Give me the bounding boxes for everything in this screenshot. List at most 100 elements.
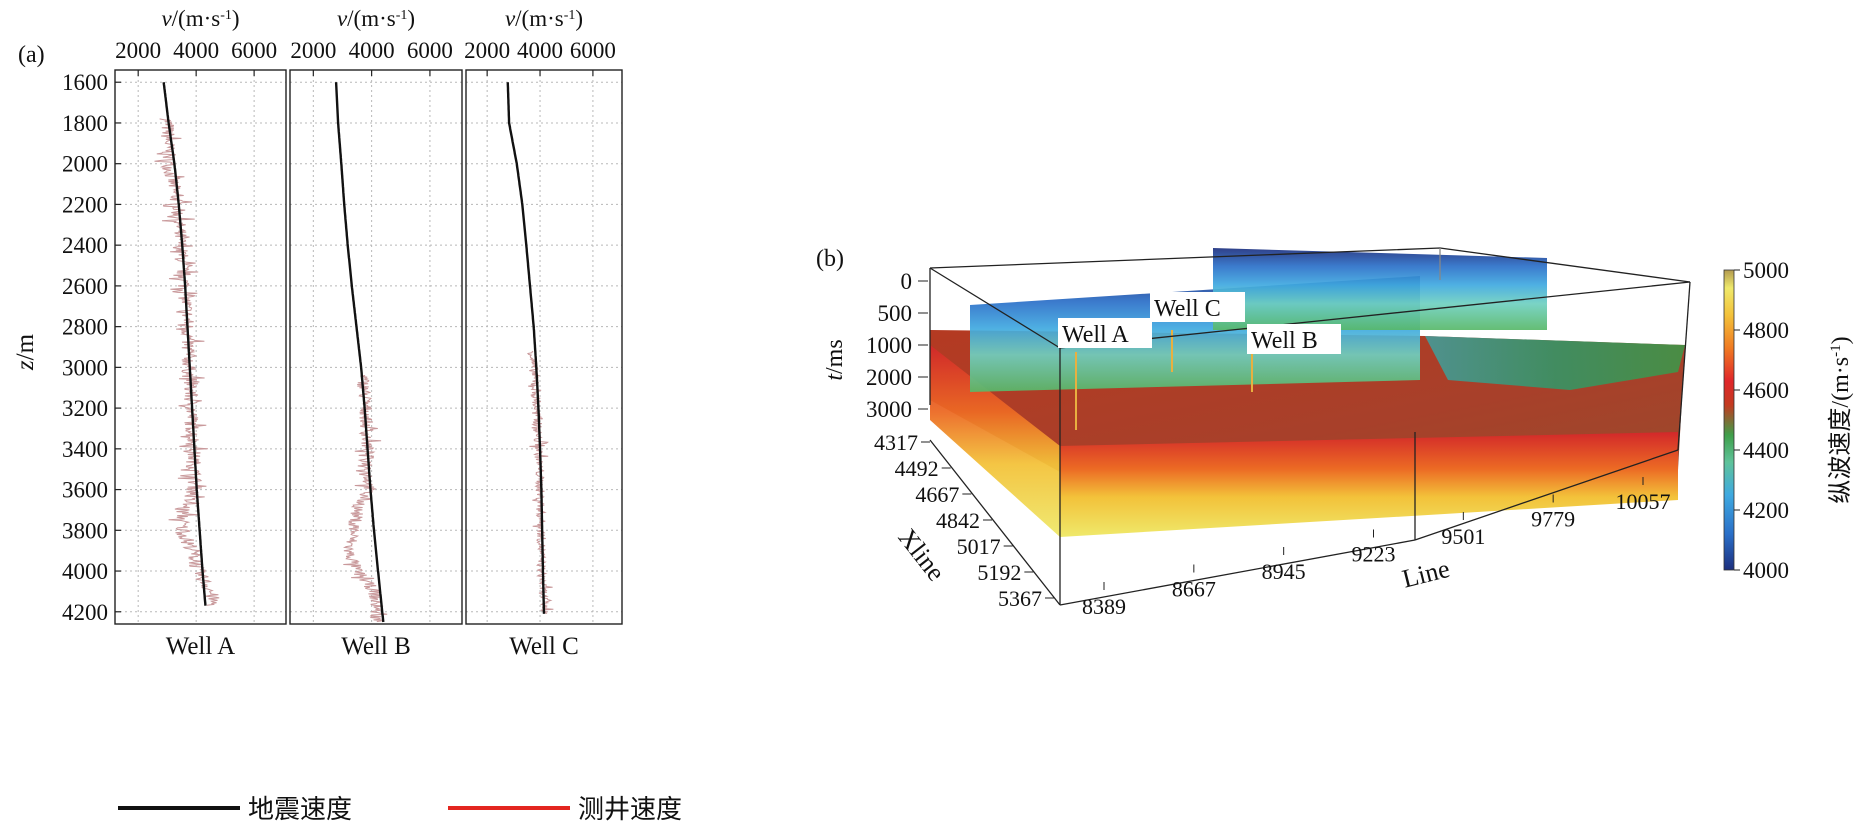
y-tick-label: 4000: [62, 559, 108, 584]
line-axis-label: Line: [1399, 554, 1452, 594]
x-tick-label: 2000: [115, 38, 161, 63]
y-tick-label: 1800: [62, 111, 108, 136]
well-label-c: Well C: [1150, 292, 1245, 322]
x-tick-label: 4000: [173, 38, 219, 63]
y-tick-label: 2800: [62, 315, 108, 340]
volume-front-face: [1060, 432, 1678, 537]
velocity-axis-sup: -1: [396, 8, 408, 23]
depth-axis-unit: /m: [12, 333, 39, 360]
svg-text:z/m: z/m: [12, 333, 39, 371]
line-tick-label: 9501: [1441, 524, 1485, 549]
seismic-velocity-line: [334, 82, 385, 623]
y-tick-label: 2600: [62, 274, 108, 299]
colorbar-label: 纵波速度/(m·s-1): [1827, 336, 1854, 503]
depth-axis-var: z: [12, 360, 39, 371]
x-tick-label: 2000: [290, 38, 336, 63]
velocity-axis-close: ): [407, 6, 415, 31]
xline-tick-label: 4667: [915, 482, 959, 507]
time-axis-label: t/ms: [822, 339, 848, 380]
well-log-trace: [527, 350, 554, 614]
x-tick-label: 6000: [231, 38, 277, 63]
colorbar-gradient: [1723, 269, 1735, 571]
y-tick-label: 4200: [62, 600, 108, 625]
xline-tick-label: 5017: [957, 534, 1001, 559]
well-panel-1: 2000 4000 6000 v/(m·s-1) Well A: [114, 6, 287, 660]
x-tick-label: 6000: [570, 38, 616, 63]
line-tick-label: 10057: [1616, 489, 1671, 514]
y-tick-label: 2400: [62, 233, 108, 258]
xline-tick-label: 4492: [895, 456, 939, 481]
x-tick-label: 4000: [517, 38, 563, 63]
t-tick-label: 3000: [866, 397, 912, 422]
y-tick-label: 3600: [62, 478, 108, 503]
x-tick-label: 4000: [349, 38, 395, 63]
well-log-trace: [154, 118, 220, 606]
svg-text:Line: Line: [1399, 554, 1452, 594]
xline-tick-label: 5367: [998, 586, 1042, 611]
line-tick-label: 8945: [1262, 559, 1306, 584]
panel-b-label: (b): [816, 246, 844, 272]
velocity-axis-label: v/(m·s-1): [505, 6, 583, 31]
x-tick-label: 2000: [464, 38, 510, 63]
colorbar: 4000 4200 4400 4600 4800 5000 纵波速度/(m·s-1): [1723, 258, 1854, 583]
velocity-axis-label: v/(m·s-1): [161, 6, 239, 31]
panel-a-legend: 地震速度 测井速度: [118, 795, 682, 824]
velocity-axis-var: v: [337, 6, 348, 31]
svg-text:t/ms: t/ms: [822, 339, 848, 380]
y-tick-label: 2200: [62, 192, 108, 217]
svg-text:Well C: Well C: [1154, 296, 1221, 322]
velocity-axis-close: ): [575, 6, 583, 31]
svg-text:纵波速度/(m·s-1): 纵波速度/(m·s-1): [1827, 336, 1854, 503]
volume-top-surface-right-region: [1425, 336, 1685, 390]
t-tick-label: 500: [878, 301, 913, 326]
t-tick-label: 1000: [866, 333, 912, 358]
colorbar-tick-label: 4600: [1743, 378, 1789, 403]
colorbar-tick-label: 5000: [1743, 258, 1789, 283]
colorbar-ticks: 4000 4200 4400 4600 4800 5000: [1734, 258, 1789, 583]
well-panel-2: 2000 4000 6000 v/(m·s-1) Well B: [289, 6, 463, 660]
line-tick-label: 9223: [1352, 542, 1396, 567]
volume-left-face: [930, 345, 1060, 537]
crossline-slice: [1213, 248, 1547, 330]
seismic-velocity-line: [506, 82, 546, 614]
well-panel-frame: [114, 69, 287, 625]
time-axis-unit: /ms: [822, 339, 848, 374]
line-axis-ticks: 8389 8667 8945 9223 9501 9779 10057: [1082, 477, 1671, 619]
legend-log-label: 测井速度: [578, 795, 682, 824]
xline-tick-label: 4842: [936, 508, 980, 533]
volume-bounding-box: [929, 247, 1691, 606]
well-name: Well B: [341, 633, 411, 660]
time-axis-ticks: 0 500 1000 2000 3000: [866, 269, 928, 422]
svg-text:Well A: Well A: [1062, 322, 1129, 348]
well-label-a: Well A: [1058, 318, 1152, 348]
colorbar-tick-label: 4200: [1743, 498, 1789, 523]
velocity-axis-label: v/(m·s-1): [337, 6, 415, 31]
velocity-axis-sup: -1: [220, 8, 232, 23]
velocity-axis-unit: /(m·s: [172, 6, 221, 31]
y-tick-label: 1600: [62, 70, 108, 95]
t-tick-label: 0: [901, 269, 913, 294]
legend-seismic-label: 地震速度: [248, 795, 352, 824]
well-panel-frame: [465, 69, 623, 625]
depth-axis-label: z/m: [12, 333, 39, 371]
well-label-b: Well B: [1247, 324, 1341, 354]
velocity-axis-var: v: [505, 6, 516, 31]
panel-a-label: (a): [18, 42, 45, 68]
y-tick-label: 3000: [62, 355, 108, 380]
seismic-velocity-line: [162, 82, 207, 606]
panel-b-3d-velocity-volume: (b) Wel: [816, 246, 1854, 619]
well-name: Well A: [166, 633, 236, 660]
colorbar-tick-label: 4400: [1743, 438, 1789, 463]
line-tick-label: 9779: [1531, 507, 1575, 532]
xline-tick-label: 5192: [977, 560, 1021, 585]
colorbar-tick-label: 4800: [1743, 318, 1789, 343]
t-tick-label: 2000: [866, 365, 912, 390]
y-tick-label: 3800: [62, 518, 108, 543]
velocity-axis-close: ): [232, 6, 240, 31]
velocity-axis-var: v: [161, 6, 172, 31]
y-tick-label: 2000: [62, 152, 108, 177]
